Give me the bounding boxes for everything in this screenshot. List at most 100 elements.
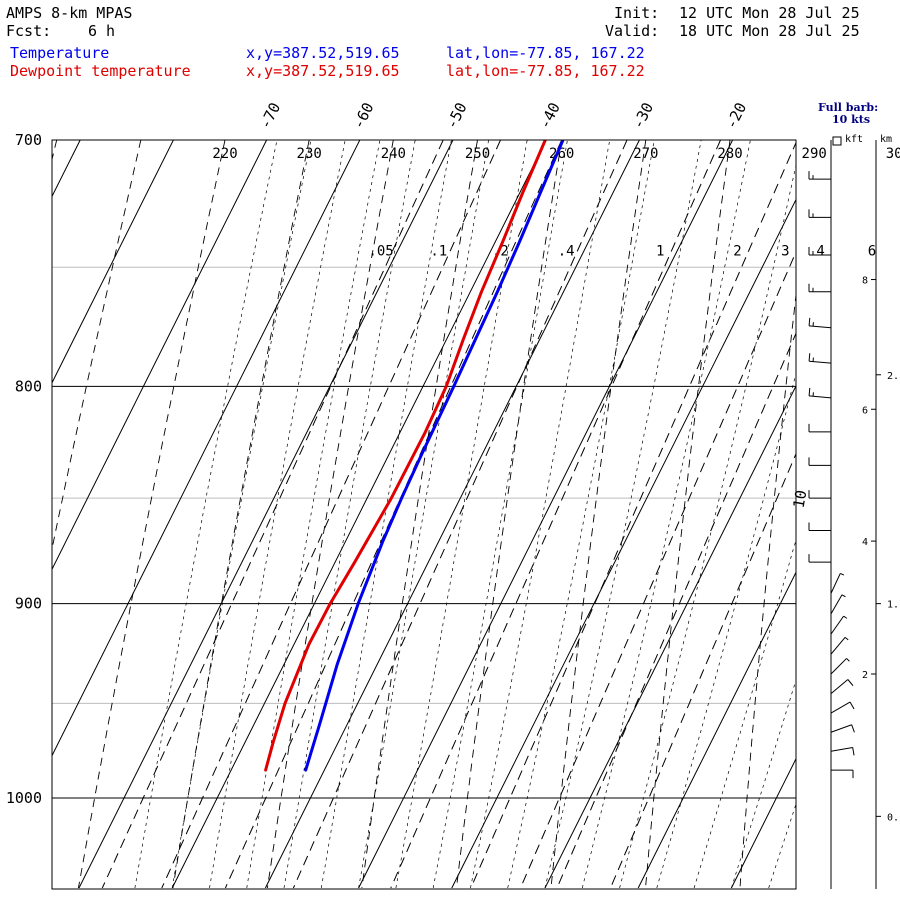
barb-legend-line1: Full barb: (818, 101, 879, 114)
legend-dewpoint-name: Dewpoint temperature (10, 62, 191, 80)
moist-adiabat (283, 140, 416, 889)
dry-adiabat-label: 240 (381, 146, 406, 162)
dry-adiabat (739, 291, 796, 889)
dewpoint-temperatureprofile (264, 140, 547, 772)
dry-adiabat-label: 270 (633, 146, 658, 162)
isotherm-label: -30 (629, 100, 657, 132)
legend-temperature-latlon: lat,lon=-77.85, 167.22 (446, 44, 645, 62)
valid-value: 18 UTC Mon 28 Jul 25 (679, 22, 860, 40)
wind-barb (830, 573, 841, 594)
mixing-ratio-label: .4 (558, 243, 575, 259)
mixing-ratio-line (520, 250, 796, 889)
wind-barb-half-flag (844, 636, 849, 641)
init-label: Init: (614, 4, 660, 22)
barb-legend-marker (832, 136, 842, 146)
wind-barb-half-flag (843, 615, 848, 619)
wind-barb (809, 325, 832, 329)
wind-barb-panel: 2 4 6 8 0. 1. 2. (808, 136, 899, 889)
pressure-label-900: 900 (15, 595, 42, 613)
pressure-label-800: 800 (15, 377, 42, 395)
dry-adiabat-label: 290 (802, 146, 827, 162)
legend-dewpoint-xy: x,y=387.52,519.65 (246, 62, 400, 80)
dry-adiabat (52, 140, 58, 162)
dry-adiabat-label: 260 (549, 146, 574, 162)
model-title: AMPS 8-km MPAS (6, 4, 133, 22)
wind-barb-half-flag (846, 658, 850, 662)
mixing-ratio-label: 6 (868, 243, 876, 259)
mixing-ratio-label: 1 (656, 243, 664, 259)
mixing-ratio-line (470, 141, 796, 889)
wind-barb (830, 637, 846, 655)
moist-adiabat (432, 140, 568, 889)
moist-adiabat (881, 140, 900, 888)
isobars (52, 139, 796, 799)
valid-label: Valid: (605, 22, 660, 40)
wind-barb-flag (851, 724, 855, 733)
kft-tick-label: 4 (862, 537, 868, 548)
wind-barb (830, 658, 847, 675)
isotherm-label: -70 (256, 100, 284, 132)
mixing-ratio-label: 2 (733, 243, 741, 259)
dry-adiabat (835, 140, 899, 888)
forecast-value: 6 h (88, 22, 116, 40)
mixing-ratio-label: 4 (816, 243, 824, 259)
kft-axis-label: kft (845, 134, 864, 145)
dry-adiabat (550, 140, 647, 889)
isotherm-label: -40 (536, 100, 564, 132)
moist-adiabat (395, 140, 528, 889)
kft-tick-label: 2 (862, 670, 868, 681)
wind-barb-flag (808, 317, 811, 326)
dry-adiabat-label: 250 (465, 146, 490, 162)
km-axis-label: km (880, 134, 893, 145)
isotherm-label: -20 (722, 100, 750, 132)
wind-barb-flag (808, 387, 811, 396)
temperatureprofile (304, 140, 565, 772)
mixing-ratio-line (610, 452, 796, 889)
dry-adiabat (361, 140, 478, 889)
moist-adiabat (470, 140, 611, 889)
wind-barb (809, 395, 832, 399)
moist-adiabat (507, 140, 655, 889)
isotherm (264, 140, 640, 889)
pressure-label-1000: 1000 (6, 789, 42, 807)
km-tick-label: 1. (887, 600, 899, 611)
moist-adiabat (134, 140, 278, 889)
dry-adiabat-label: 230 (297, 146, 322, 162)
sounding-profiles (264, 140, 565, 772)
isotherm (52, 140, 268, 571)
wind-barb (809, 360, 832, 364)
kft-tick-label: 8 (862, 276, 868, 287)
wind-barb (830, 746, 853, 752)
forecast-label: Fcst: (6, 22, 52, 40)
moist-adiabat (246, 140, 381, 889)
mixing-ratio-label: .05 (368, 243, 393, 259)
isotherm (451, 198, 796, 889)
dry-adiabat (77, 140, 226, 889)
moist-adiabat (693, 538, 796, 889)
isotherm-label: -60 (349, 100, 377, 132)
mixing-ratio-line (161, 140, 501, 889)
dry-adiabats (52, 140, 899, 889)
wind-barb-half-flag (840, 572, 845, 576)
pressure-label-700: 700 (15, 131, 42, 149)
dry-adiabat (456, 140, 563, 889)
plot-frame (51, 139, 797, 890)
legend-temperature-xy: x,y=387.52,519.65 (246, 44, 400, 62)
minor-isobars (52, 266, 796, 704)
isotherm (78, 140, 454, 889)
wind-barb-flag (808, 353, 811, 362)
wind-barb (830, 679, 849, 695)
mixing-ratio-line (224, 140, 563, 889)
wind-barb (830, 615, 845, 635)
moist-adiabat (619, 163, 796, 889)
wind-barb (830, 701, 851, 714)
dry-adiabat-label: 300 (886, 146, 900, 162)
wind-barb-flag (847, 679, 854, 686)
dry-adiabat (52, 140, 142, 552)
mixing-ratio-line (390, 140, 721, 889)
isotherm (825, 140, 900, 888)
wind-barb (830, 594, 843, 615)
isotherm (358, 140, 734, 889)
dry-adiabat-label: 280 (717, 146, 742, 162)
